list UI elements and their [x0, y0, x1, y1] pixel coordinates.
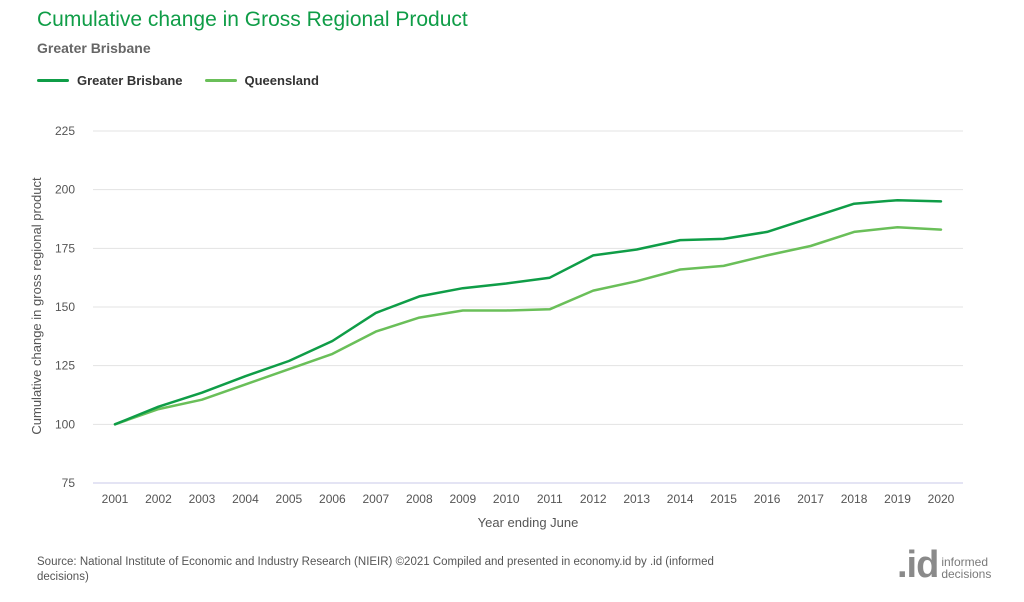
series-lines	[113, 198, 943, 426]
x-tick-label: 2011	[537, 492, 563, 506]
x-axis-label: Year ending June	[478, 515, 579, 530]
x-tick-label: 2019	[884, 492, 911, 506]
x-tick-label: 2001	[102, 492, 129, 506]
x-tick-label: 2002	[145, 492, 172, 506]
logo-line2: decisions	[941, 567, 992, 581]
legend-label-queensland: Queensland	[244, 73, 319, 88]
x-tick-label: 2013	[623, 492, 650, 506]
x-tick-label: 2018	[841, 492, 868, 506]
x-tick-label: 2003	[189, 492, 216, 506]
y-tick-label: 75	[62, 476, 76, 490]
y-tick-label: 200	[55, 183, 75, 197]
series-line-queensland[interactable]	[113, 225, 943, 426]
legend: Greater Brisbane Queensland	[37, 73, 341, 88]
legend-label-greater-brisbane: Greater Brisbane	[77, 73, 183, 88]
legend-item-queensland[interactable]: Queensland	[204, 73, 319, 88]
legend-swatch-queensland	[204, 79, 237, 82]
id-logo: .id informed decisions	[897, 544, 991, 586]
source-note: Source: National Institute of Economic a…	[37, 556, 714, 583]
x-tick-label: 2004	[232, 492, 259, 506]
legend-item-greater-brisbane[interactable]: Greater Brisbane	[37, 73, 183, 88]
x-tick-label: 2008	[406, 492, 433, 506]
x-tick-label: 2007	[362, 492, 389, 506]
y-tick-label: 100	[55, 417, 75, 431]
y-tick-label: 125	[55, 359, 75, 373]
logo-mark: .id	[897, 544, 939, 586]
y-tick-label: 150	[55, 300, 75, 314]
logo-text: informed decisions	[941, 556, 991, 580]
chart-subtitle: Greater Brisbane	[37, 40, 151, 56]
y-tick-label: 175	[55, 241, 75, 255]
x-tick-label: 2009	[449, 492, 476, 506]
chart-title: Cumulative change in Gross Regional Prod…	[37, 8, 468, 31]
y-tick-label: 225	[55, 124, 75, 138]
gridlines	[93, 130, 963, 484]
legend-swatch-greater-brisbane	[37, 79, 69, 82]
series-line-greater-brisbane[interactable]	[113, 198, 943, 426]
x-tick-label: 2006	[319, 492, 346, 506]
x-tick-label: 2005	[276, 492, 303, 506]
x-axis-ticks: 2001 2002 2003 2004 2005 2006 2007 2008 2009 2010…	[102, 492, 955, 506]
y-axis-label: Cumulative change in gross regional prod…	[29, 177, 44, 435]
x-tick-label: 2010	[493, 492, 520, 506]
logo-line1: informed	[941, 555, 989, 569]
x-tick-label: 2014	[667, 492, 694, 506]
x-tick-label: 2016	[754, 492, 781, 506]
y-axis-ticks: 75 100 125 150 175 200 225	[55, 124, 75, 490]
x-tick-label: 2017	[797, 492, 824, 506]
x-tick-label: 2012	[580, 492, 607, 506]
x-tick-label: 2015	[710, 492, 737, 506]
x-tick-label: 2020	[928, 492, 955, 506]
